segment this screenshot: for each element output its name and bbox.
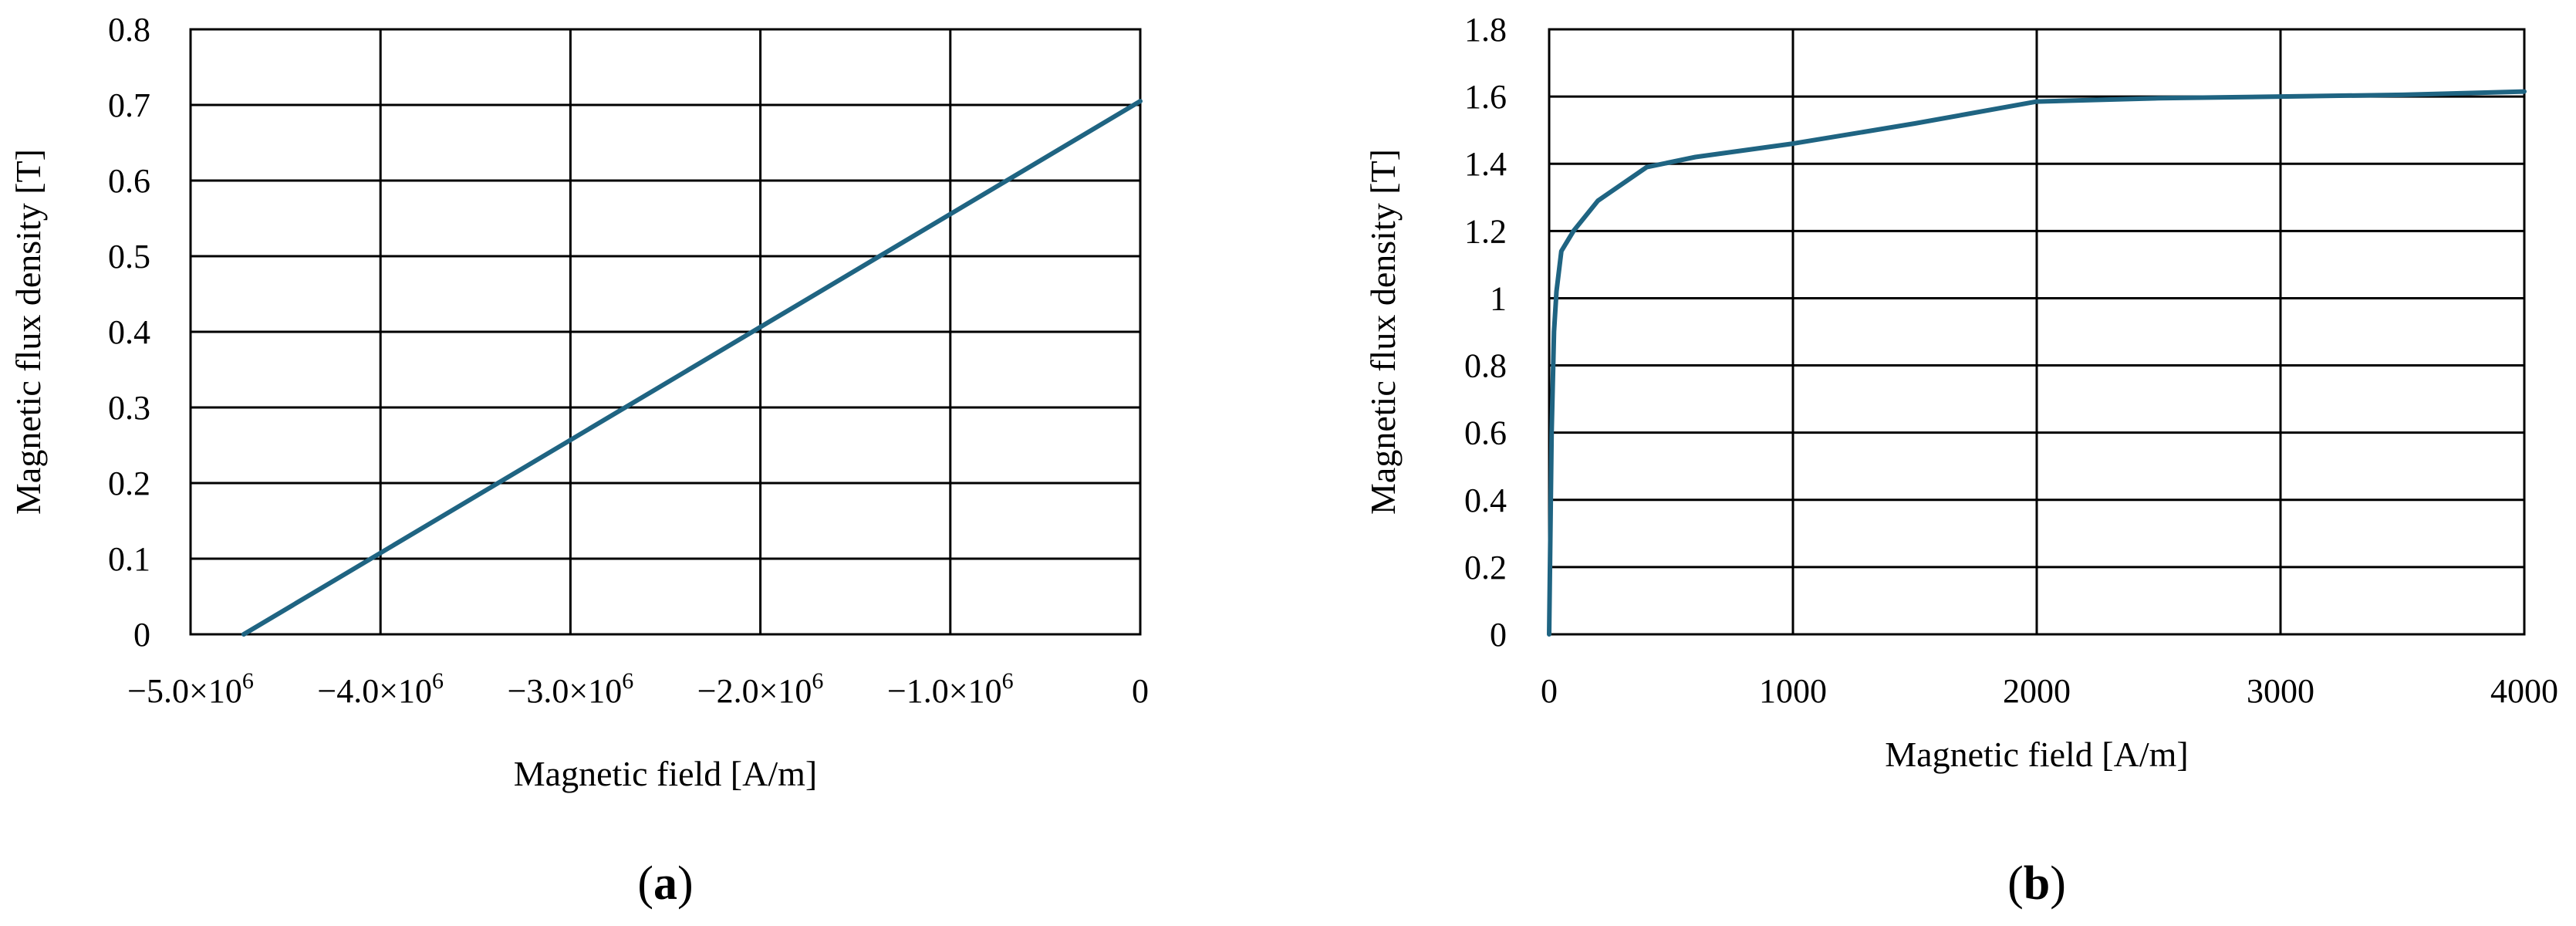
y-tick-label: 0.3: [108, 389, 150, 427]
y-tick-label: 1.4: [1464, 145, 1507, 183]
series-line: [241, 99, 1143, 637]
x-tick-exponent: 6: [812, 668, 823, 694]
x-tick-label: −3.0×106: [508, 668, 634, 710]
chart-a: 00.10.20.30.40.50.60.70.8−5.0×106 −4.0×10…: [8, 11, 1149, 910]
y-tick-label: 0.8: [108, 11, 150, 49]
y-axis-label: Magnetic flux density [T]: [1363, 149, 1403, 515]
y-tick-label: 0.2: [1464, 549, 1507, 586]
x-tick-mantissa: 4.0×10: [336, 672, 432, 710]
x-tick-label: 4000: [2490, 672, 2558, 710]
y-tick-label: 1.6: [1464, 78, 1507, 116]
x-axis-label: Magnetic field [A/m]: [514, 754, 817, 793]
caption-open-paren: (: [637, 857, 653, 910]
x-tick-label: 0: [1541, 672, 1558, 710]
x-tick-label: −4.0×106: [317, 668, 444, 710]
y-tick-label: 0.6: [1464, 414, 1507, 452]
x-axis-label: Magnetic field [A/m]: [1885, 735, 2188, 774]
x-tick-exponent: 6: [622, 668, 633, 694]
x-tick-sign: −: [697, 672, 717, 710]
y-tick-label: 0.5: [108, 238, 150, 275]
x-tick-mantissa: 1.0×10: [906, 672, 1002, 710]
x-tick-label: 2000: [2003, 672, 2071, 710]
caption-letter: b: [2024, 857, 2050, 910]
x-tick-mantissa: 5.0×10: [147, 672, 242, 710]
x-tick-sign: −: [508, 672, 527, 710]
panel-caption: (b): [2007, 857, 2066, 910]
x-tick-exponent: 6: [432, 668, 444, 694]
y-tick-label: 0: [1490, 616, 1507, 654]
y-tick-label: 0: [133, 616, 150, 654]
y-tick-label: 1.8: [1464, 11, 1507, 49]
y-tick-label: 0.4: [108, 313, 150, 351]
x-tick-mantissa: 0: [1132, 672, 1149, 710]
x-tick-exponent: 6: [1002, 668, 1014, 694]
x-tick-label: 3000: [2247, 672, 2314, 710]
y-tick-label: 0.1: [108, 540, 150, 578]
x-tick-label: 0: [1132, 672, 1149, 710]
chart-b: 0 0.2 0.4 0.6 0.8 1 1.2 1.4 1.6 1.8 0 1000 2000 3000 4…: [1363, 11, 2558, 910]
y-axis-label: Magnetic flux density [T]: [8, 149, 48, 515]
plot-frame: [1548, 28, 2526, 636]
x-tick-label: −5.0×106: [127, 668, 254, 710]
x-tick-mantissa: 3.0×10: [526, 672, 622, 710]
caption-close-paren: ): [2050, 857, 2066, 910]
y-tick-label: 0.7: [108, 86, 150, 124]
x-tick-sign: −: [887, 672, 906, 710]
plot-frame: [189, 28, 1142, 636]
y-tick-label: 0.2: [108, 465, 150, 502]
x-tick-label: −1.0×106: [887, 668, 1014, 710]
y-tick-label: 0.8: [1464, 347, 1507, 385]
series-line: [1547, 89, 2527, 637]
y-tick-label: 0.4: [1464, 482, 1507, 519]
caption-open-paren: (: [2007, 857, 2024, 910]
y-tick-label: 0.6: [108, 162, 150, 200]
x-tick-label: −2.0×106: [697, 668, 824, 710]
y-tick-label: 1: [1490, 279, 1507, 317]
caption-close-paren: ): [677, 857, 694, 910]
panel-caption: (a): [637, 857, 693, 910]
x-tick-mantissa: 2.0×10: [717, 672, 812, 710]
x-tick-sign: −: [317, 672, 336, 710]
x-tick-exponent: 6: [242, 668, 254, 694]
x-tick-label: 1000: [1759, 672, 1827, 710]
x-tick-sign: −: [127, 672, 147, 710]
y-tick-label: 1.2: [1464, 212, 1507, 250]
caption-letter: a: [653, 857, 677, 910]
